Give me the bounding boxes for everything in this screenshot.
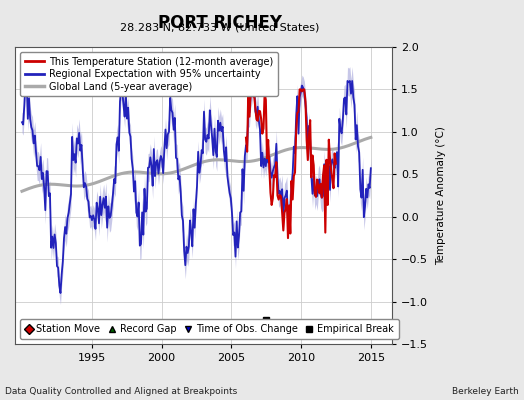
Text: PORT RICHEY: PORT RICHEY bbox=[158, 14, 282, 32]
Text: Berkeley Earth: Berkeley Earth bbox=[452, 387, 519, 396]
Text: 28.283 N, 82.733 W (United States): 28.283 N, 82.733 W (United States) bbox=[121, 22, 320, 32]
Legend: Station Move, Record Gap, Time of Obs. Change, Empirical Break: Station Move, Record Gap, Time of Obs. C… bbox=[20, 319, 399, 339]
Y-axis label: Temperature Anomaly (°C): Temperature Anomaly (°C) bbox=[436, 126, 446, 265]
Text: Data Quality Controlled and Aligned at Breakpoints: Data Quality Controlled and Aligned at B… bbox=[5, 387, 237, 396]
